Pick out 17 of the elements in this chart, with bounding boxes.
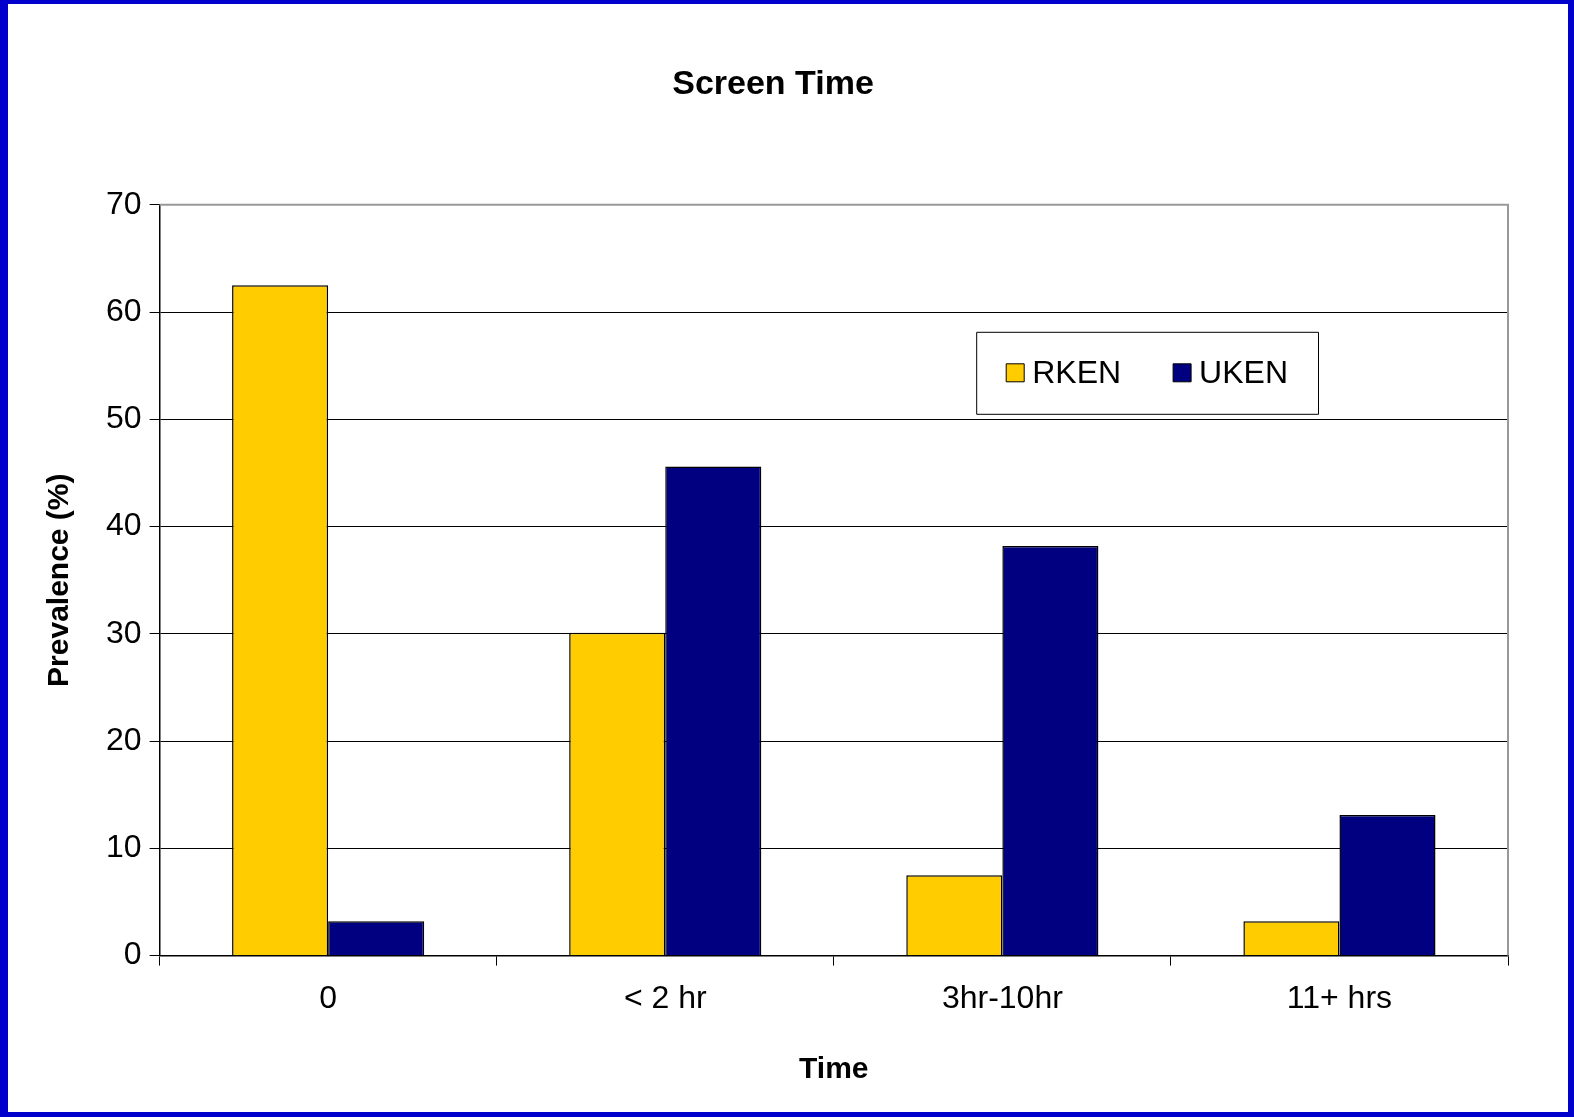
y-tick-label: 20	[106, 720, 142, 757]
y-tick-label: 10	[106, 828, 142, 865]
x-tick-label: 3hr-10hr	[941, 978, 1064, 1015]
x-tick-label: 0	[319, 978, 338, 1015]
y-tick-label: 50	[106, 399, 142, 436]
y-tick-label: 40	[106, 506, 142, 543]
chart-title: Screen Time	[672, 62, 874, 101]
x-tick-label: < 2 hr	[623, 978, 707, 1015]
y-axis-title: Prevalence (%)	[41, 473, 75, 687]
y-tick-label: 60	[106, 291, 142, 328]
x-tick-label: 11+ hrs	[1286, 978, 1393, 1015]
legend-label: UKEN	[1199, 353, 1288, 390]
y-tick-label: 30	[106, 613, 142, 650]
x-axis-title: Time	[799, 1051, 869, 1085]
y-tick-label: 0	[123, 935, 142, 972]
y-tick-label: 70	[106, 184, 142, 221]
legend-label: RKEN	[1032, 353, 1122, 390]
